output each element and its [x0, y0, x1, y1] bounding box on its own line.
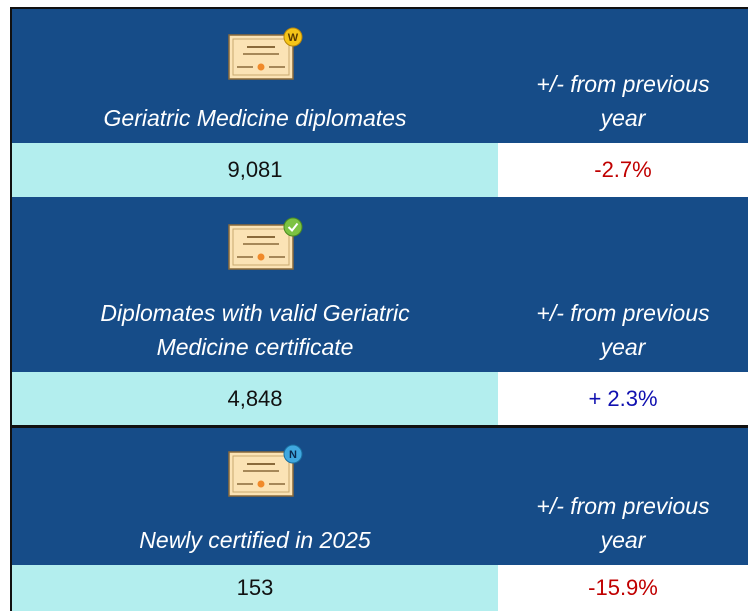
section-header: Diplomates with valid Geriatric Medicine… [12, 197, 748, 372]
section-title: Geriatric Medicine diplomates [103, 105, 407, 131]
certificate-icon: W [228, 27, 303, 80]
badge-letter: N [289, 449, 297, 461]
section-title: Diplomates with valid Geriatric Medicine… [100, 300, 410, 360]
certificate-icon [228, 217, 303, 270]
value: 9,081 [12, 143, 498, 197]
title-cell: N Newly certified in 2025 [12, 428, 498, 565]
change-label: +/- from previous year [536, 493, 710, 553]
value-row: 9,081 -2.7% [12, 143, 748, 197]
value: 153 [12, 565, 498, 611]
change: -2.7% [498, 143, 748, 197]
change-label-cell: +/- from previous year [498, 197, 748, 372]
value-row: 153 -15.9% [12, 565, 748, 611]
value: 4,848 [12, 372, 498, 425]
divider [12, 425, 748, 428]
change-label-cell: +/- from previous year [498, 428, 748, 565]
value-row: 4,848 + 2.3% [12, 372, 748, 425]
certificate-icon: N [228, 444, 303, 497]
title-cell: W Geriatric Medicine diplomates [12, 9, 498, 143]
change-label: +/- from previous year [536, 71, 710, 131]
section-header: W Geriatric Medicine diplomates +/- from… [12, 9, 748, 143]
change-label: +/- from previous year [536, 300, 710, 360]
change: -15.9% [498, 565, 748, 611]
frame [10, 7, 748, 611]
section-header: N Newly certified in 2025 +/- from previ… [12, 428, 748, 565]
change: + 2.3% [498, 372, 748, 425]
badge-letter: W [288, 32, 299, 44]
change-label-cell: +/- from previous year [498, 9, 748, 143]
section-title: Newly certified in 2025 [139, 527, 371, 553]
title-cell: Diplomates with valid Geriatric Medicine… [12, 197, 498, 372]
